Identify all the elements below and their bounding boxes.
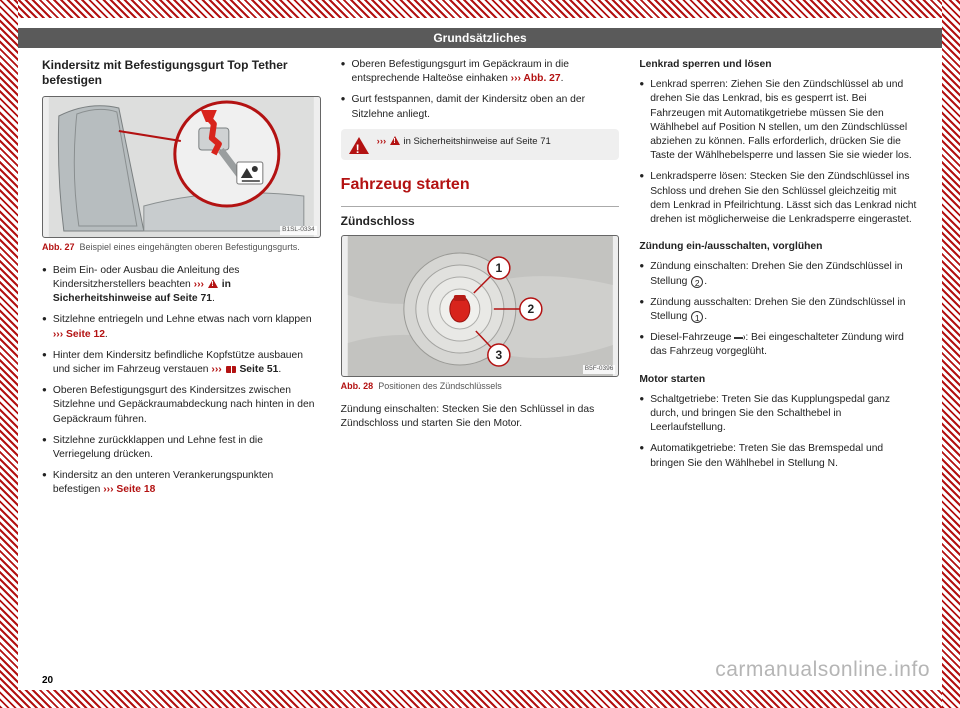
book-icon xyxy=(226,366,236,373)
figure-27: B1SL-0334 xyxy=(42,96,321,238)
col1-bullet-2: Sitzlehne entriegeln und Lehne etwas nac… xyxy=(42,313,321,341)
watermark: carmanualsonline.info xyxy=(715,658,930,682)
svg-text:3: 3 xyxy=(495,348,502,362)
warning-box-text: ››› in Sicherheitshinweise auf Seite 71 xyxy=(377,135,551,148)
warning-box: ››› in Sicherheitshinweise auf Seite 71 xyxy=(341,129,620,160)
svg-text:2: 2 xyxy=(527,302,534,316)
columns: Kindersitz mit Befestigungsgurt Top Teth… xyxy=(42,58,918,505)
c3-zuend-2: Zündung ausschalten: Drehen Sie den Zünd… xyxy=(639,296,918,324)
col2-body-after: Zündung einschalten: Stecken Sie den Sch… xyxy=(341,403,620,431)
figure-27-code: B1SL-0334 xyxy=(280,226,317,235)
chevron-icon: ››› xyxy=(377,136,387,147)
figure-27-svg xyxy=(43,96,320,238)
b-bold: Seite 51 xyxy=(239,364,278,375)
figure-28-code: B5F-0396 xyxy=(583,365,616,374)
figure-27-abb: Abb. 27 xyxy=(42,242,75,252)
b-text: Diesel-Fahrzeuge xyxy=(650,332,734,343)
col-2: Oberen Befestigungsgurt im Gepäckraum in… xyxy=(341,58,620,505)
chevron-ref: ››› Abb. 27 xyxy=(511,73,561,84)
b-text: Lenkradsperre lösen: Stecken Sie den Zün… xyxy=(650,170,918,227)
pos-1-badge: 1 xyxy=(691,311,703,323)
b-text: Sitzlehne zurückklappen und Lehne fest i… xyxy=(53,434,321,462)
b-text: . xyxy=(704,311,707,322)
figure-27-caption-text: Beispiel eines eingehängten oberen Befes… xyxy=(80,242,300,252)
warning-icon xyxy=(208,279,218,288)
c3-motor-2: Automatikgetriebe: Treten Sie das Bremsp… xyxy=(639,442,918,470)
col-1: Kindersitz mit Befestigungsgurt Top Teth… xyxy=(42,58,321,505)
b-text: Schaltgetriebe: Treten Sie das Kupplungs… xyxy=(650,393,918,436)
b-text: in Sicherheitshinweise auf Seite 71 xyxy=(403,136,550,147)
figure-28-svg: 1 2 3 xyxy=(342,235,619,377)
chevron-ref: ››› Seite 12 xyxy=(53,329,105,340)
h-lenkrad: Lenkrad sperren und lösen xyxy=(639,59,771,70)
c3-motor-1: Schaltgetriebe: Treten Sie das Kupplungs… xyxy=(639,393,918,436)
c3-lenkrad-1: Lenkrad sperren: Ziehen Sie den Zündschl… xyxy=(639,78,918,163)
b-text: . xyxy=(278,364,281,375)
svg-text:1: 1 xyxy=(495,261,502,275)
col2-bullet-1: Oberen Befestigungsgurt im Gepäckraum in… xyxy=(341,58,620,86)
col1-bullet-6: Kindersitz an den unteren Verankerungspu… xyxy=(42,469,321,497)
page-hatch-top xyxy=(0,0,960,18)
col2-bullet-2: Gurt festspannen, damit der Kindersitz o… xyxy=(341,93,620,121)
chevron-icon: ››› xyxy=(211,364,221,375)
b-text: Oberen Befestigungsgurt des Kindersitzes… xyxy=(53,384,321,427)
b-text: Automatikgetriebe: Treten Sie das Bremsp… xyxy=(650,442,918,470)
page-number: 20 xyxy=(42,675,53,686)
section-banner: Grundsätzliches xyxy=(18,28,942,48)
b-text: . xyxy=(704,276,707,287)
page-hatch-right xyxy=(942,0,960,708)
col-3: Lenkrad sperren und lösen Lenkrad sperre… xyxy=(639,58,918,505)
glow-plug-icon xyxy=(734,334,745,341)
chevron-ref: ››› Seite 18 xyxy=(103,484,155,495)
figure-27-caption: Abb. 27 Beispiel eines eingehängten ober… xyxy=(42,242,321,254)
col1-bullet-1: Beim Ein- oder Ausbau die Anleitung des … xyxy=(42,264,321,307)
h-zuend: Zündung ein-/ausschalten, vorglühen xyxy=(639,241,822,252)
b-text: Sitzlehne entriegeln und Lehne etwas nac… xyxy=(53,314,312,325)
warning-triangle-icon xyxy=(349,137,369,154)
b-text: Zündung einschalten: Drehen Sie den Zünd… xyxy=(650,261,902,286)
b-text: Zündung ausschalten: Drehen Sie den Zünd… xyxy=(650,297,905,322)
col1-bullet-4: Oberen Befestigungsgurt des Kindersitzes… xyxy=(42,384,321,427)
c3-lenkrad-2: Lenkradsperre lösen: Stecken Sie den Zün… xyxy=(639,170,918,227)
b-text: Lenkrad sperren: Ziehen Sie den Zündschl… xyxy=(650,78,918,163)
figure-28-caption-text: Positionen des Zündschlüssels xyxy=(378,381,502,391)
warning-icon xyxy=(390,136,400,145)
b-text: Kindersitz an den unteren Verankerungspu… xyxy=(53,470,273,495)
figure-28: 1 2 3 B5F-0396 xyxy=(341,235,620,377)
page: Grundsätzliches Kindersitz mit Befestigu… xyxy=(18,18,942,690)
figure-28-abb: Abb. 28 xyxy=(341,381,374,391)
c3-zuend-3: Diesel-Fahrzeuge : Bei eingeschalteter Z… xyxy=(639,331,918,359)
b-text: . xyxy=(561,73,564,84)
c3-zuend-1: Zündung einschalten: Drehen Sie den Zünd… xyxy=(639,260,918,288)
col1-heading: Kindersitz mit Befestigungsgurt Top Teth… xyxy=(42,58,321,88)
section-heading-fahrzeug-starten: Fahrzeug starten xyxy=(341,174,620,196)
chevron-icon: ››› xyxy=(194,279,204,290)
h-motor: Motor starten xyxy=(639,374,705,385)
figure-28-caption: Abb. 28 Positionen des Zündschlüssels xyxy=(341,381,620,393)
pos-2-badge: 2 xyxy=(691,276,703,288)
page-hatch-left xyxy=(0,0,18,708)
page-hatch-bottom xyxy=(0,690,960,708)
col1-bullet-3: Hinter dem Kindersitz befindliche Kopfst… xyxy=(42,349,321,377)
b-text: . xyxy=(105,329,108,340)
b-text: Gurt festspannen, damit der Kindersitz o… xyxy=(352,93,620,121)
sub-heading-zuendschloss: Zündschloss xyxy=(341,206,620,230)
col1-bullet-5: Sitzlehne zurückklappen und Lehne fest i… xyxy=(42,434,321,462)
